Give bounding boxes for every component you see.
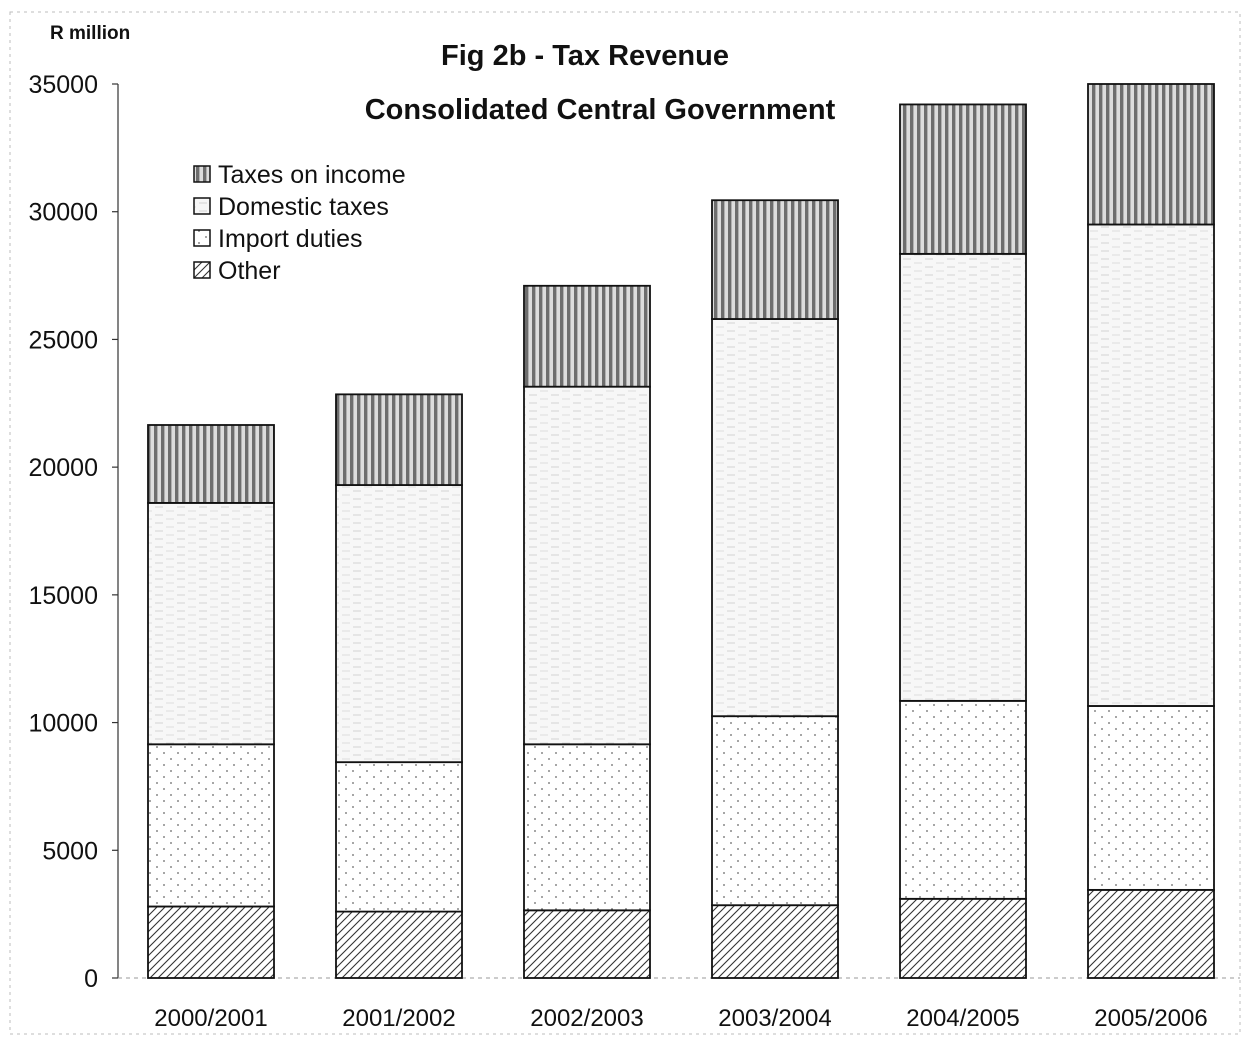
y-tick-label: 25000 (28, 326, 98, 354)
chart-frame (9, 11, 1241, 1035)
bar-domestic-taxes-2002-2003 (523, 385, 651, 746)
bar-taxes-on-income-2000-2001 (147, 424, 275, 504)
bar-other-2003-2004 (711, 904, 839, 979)
legend-swatch-taxes-on-income (193, 165, 211, 183)
bar-domestic-taxes-2004-2005 (899, 252, 1027, 702)
y-tick-label: 20000 (28, 454, 98, 482)
legend-swatch-other (193, 261, 211, 279)
x-tick-label: 2003/2004 (718, 1005, 831, 1032)
bar-taxes-on-income-2002-2003 (523, 284, 651, 388)
y-tick-label: 30000 (28, 199, 98, 227)
x-tick-label: 2004/2005 (906, 1005, 1019, 1032)
y-tick-label: 0 (84, 965, 98, 993)
bar-other-2000-2001 (147, 905, 275, 979)
legend-label-other: Other (218, 257, 281, 285)
x-tick-label: 2000/2001 (154, 1005, 267, 1032)
chart-title: Fig 2b - Tax Revenue (441, 40, 729, 72)
bar-domestic-taxes-2003-2004 (711, 318, 839, 718)
chart-subtitle: Consolidated Central Government (365, 94, 836, 126)
bar-domestic-taxes-2001-2002 (335, 484, 463, 764)
bar-taxes-on-income-2003-2004 (711, 199, 839, 320)
bar-import-duties-2000-2001 (147, 743, 275, 908)
bar-import-duties-2002-2003 (523, 743, 651, 912)
bar-import-duties-2004-2005 (899, 699, 1027, 900)
bar-domestic-taxes-2005-2006 (1087, 223, 1215, 707)
y-tick-label: 15000 (28, 582, 98, 610)
legend-label-import-duties: Import duties (218, 225, 363, 253)
bar-import-duties-2005-2006 (1087, 705, 1215, 891)
x-tick-label: 2001/2002 (342, 1005, 455, 1032)
bar-other-2005-2006 (1087, 888, 1215, 979)
legend: Taxes on income Domestic taxes Import duti… (193, 161, 406, 285)
plot-area: 0 5000 10000 15000 20000 25000 30000 35000 2000/… (28, 71, 1240, 1032)
y-tick-label: 10000 (28, 710, 98, 738)
bar-import-duties-2001-2002 (335, 761, 463, 913)
bar-taxes-on-income-2005-2006 (1087, 83, 1215, 226)
chart-text: R million Fig 2b - Tax Revenue Consolida… (50, 23, 836, 126)
x-tick-label: 2005/2006 (1094, 1005, 1207, 1032)
x-tick-label: 2002/2003 (530, 1005, 643, 1032)
bar-taxes-on-income-2001-2002 (335, 393, 463, 486)
bar-other-2001-2002 (335, 910, 463, 979)
y-tick-label: 35000 (28, 71, 98, 99)
legend-swatch-import-duties (193, 229, 211, 247)
bar-taxes-on-income-2004-2005 (899, 103, 1027, 255)
bar-domestic-taxes-2000-2001 (147, 502, 275, 746)
y-tick-label: 5000 (42, 837, 98, 865)
bar-import-duties-2003-2004 (711, 715, 839, 907)
legend-label-taxes-on-income: Taxes on income (218, 161, 406, 189)
y-axis-label: R million (50, 23, 130, 44)
bar-other-2002-2003 (523, 909, 651, 979)
legend-label-domestic-taxes: Domestic taxes (218, 193, 389, 221)
bar-other-2004-2005 (899, 897, 1027, 979)
legend-swatch-domestic-taxes (193, 197, 211, 215)
